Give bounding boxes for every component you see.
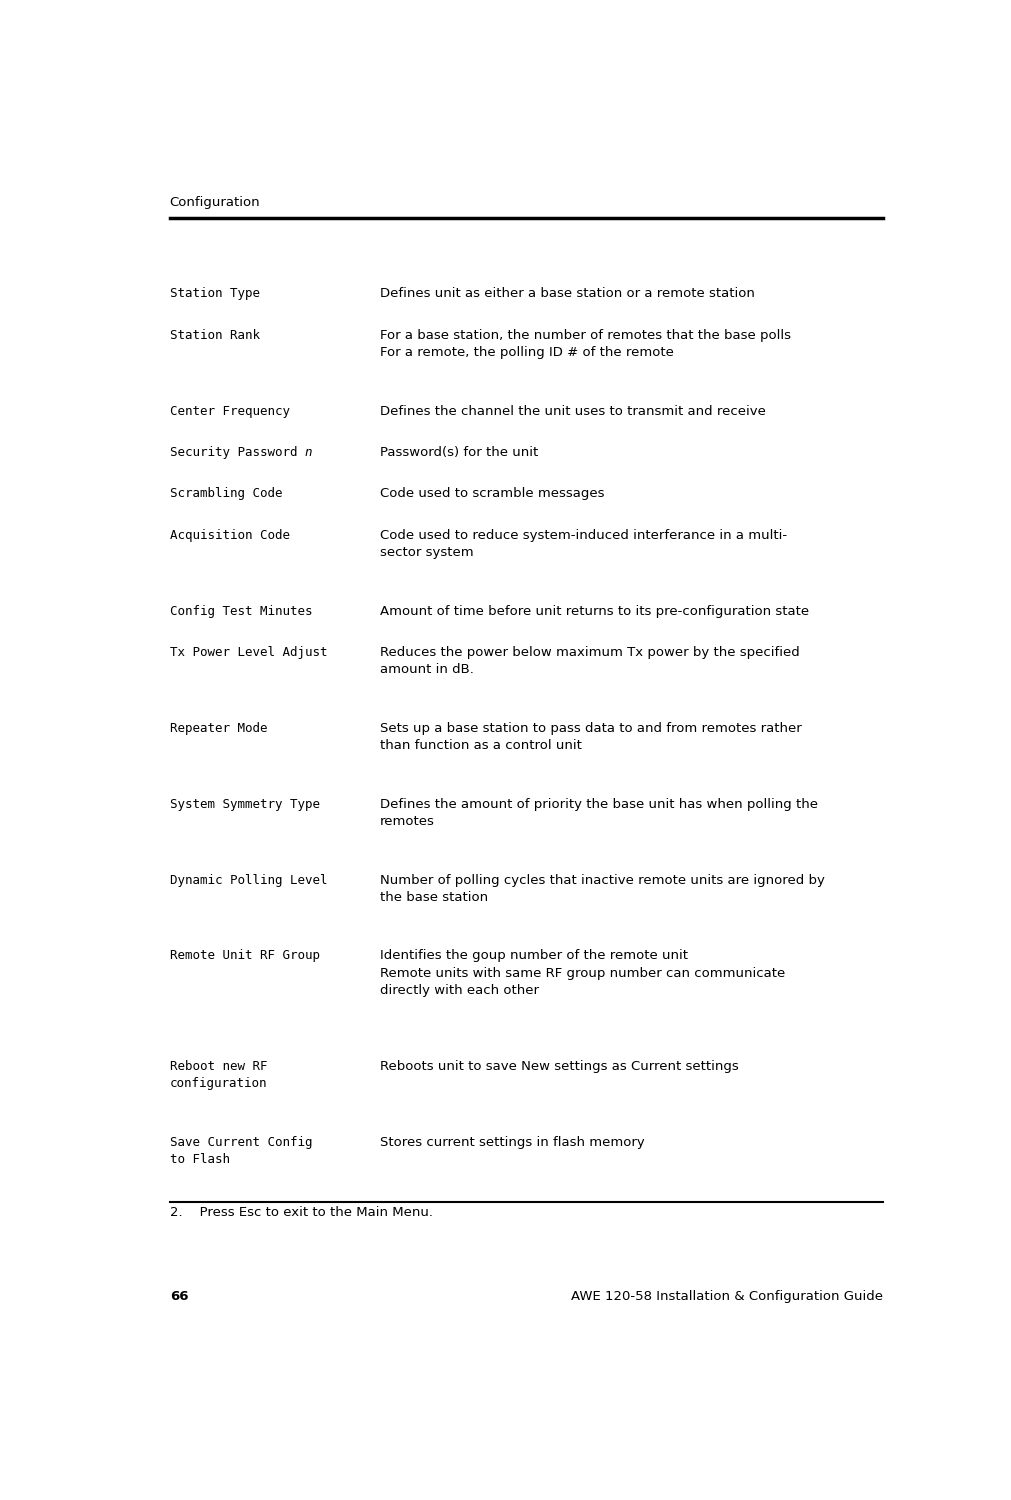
Text: Sets up a base station to pass data to and from remotes rather
than function as : Sets up a base station to pass data to a…	[380, 722, 801, 753]
Text: Repeater Mode: Repeater Mode	[170, 722, 267, 735]
Text: Defines the channel the unit uses to transmit and receive: Defines the channel the unit uses to tra…	[380, 405, 765, 417]
Text: Dynamic Polling Level: Dynamic Polling Level	[170, 873, 327, 886]
Text: Code used to scramble messages: Code used to scramble messages	[380, 488, 605, 501]
Text: Password(s) for the unit: Password(s) for the unit	[380, 446, 538, 459]
Text: Station Rank: Station Rank	[170, 328, 260, 342]
Text: Reboot new RF
configuration: Reboot new RF configuration	[170, 1059, 267, 1090]
Text: Reboots unit to save New settings as Current settings: Reboots unit to save New settings as Cur…	[380, 1059, 738, 1072]
Text: Tx Power Level Adjust: Tx Power Level Adjust	[170, 646, 327, 658]
Text: Station Type: Station Type	[170, 288, 260, 300]
Text: Defines unit as either a base station or a remote station: Defines unit as either a base station or…	[380, 288, 754, 300]
Text: Security Password: Security Password	[170, 446, 304, 459]
Text: Center Frequency: Center Frequency	[170, 405, 289, 417]
Text: Reduces the power below maximum Tx power by the specified
amount in dB.: Reduces the power below maximum Tx power…	[380, 646, 799, 676]
Text: For a base station, the number of remotes that the base polls
For a remote, the : For a base station, the number of remote…	[380, 328, 791, 360]
Text: Identifies the goup number of the remote unit
Remote units with same RF group nu: Identifies the goup number of the remote…	[380, 950, 785, 998]
Text: Config Test Minutes: Config Test Minutes	[170, 604, 311, 618]
Text: 2.    Press Esc to exit to the Main Menu.: 2. Press Esc to exit to the Main Menu.	[170, 1206, 433, 1219]
Text: Acquisition Code: Acquisition Code	[170, 530, 289, 542]
Text: System Symmetry Type: System Symmetry Type	[170, 798, 319, 810]
Text: AWE 120-58 Installation & Configuration Guide: AWE 120-58 Installation & Configuration …	[571, 1290, 883, 1302]
Text: Save Current Config
to Flash: Save Current Config to Flash	[170, 1136, 311, 1166]
Text: Scrambling Code: Scrambling Code	[170, 488, 282, 501]
Text: Remote Unit RF Group: Remote Unit RF Group	[170, 950, 319, 963]
Text: Defines the amount of priority the base unit has when polling the
remotes: Defines the amount of priority the base …	[380, 798, 817, 828]
Text: n: n	[304, 446, 311, 459]
Text: 66: 66	[170, 1290, 188, 1302]
Text: Configuration: Configuration	[170, 196, 260, 208]
Text: Amount of time before unit returns to its pre-configuration state: Amount of time before unit returns to it…	[380, 604, 809, 618]
Text: Number of polling cycles that inactive remote units are ignored by
the base stat: Number of polling cycles that inactive r…	[380, 873, 824, 904]
Text: Stores current settings in flash memory: Stores current settings in flash memory	[380, 1136, 644, 1149]
Text: Code used to reduce system-induced interferance in a multi-
sector system: Code used to reduce system-induced inter…	[380, 530, 787, 560]
